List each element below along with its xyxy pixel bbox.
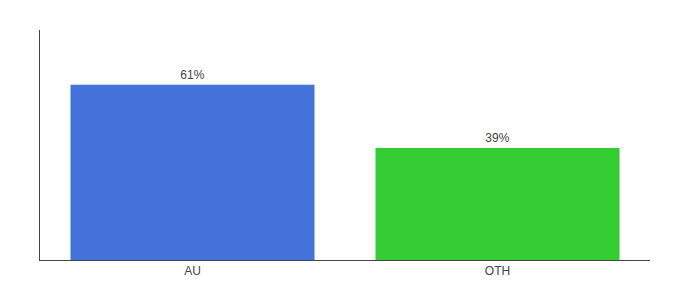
svg-text:39%: 39% [485, 131, 509, 145]
svg-text:61%: 61% [180, 68, 204, 82]
svg-text:OTH: OTH [485, 264, 510, 278]
svg-text:AU: AU [184, 264, 201, 278]
